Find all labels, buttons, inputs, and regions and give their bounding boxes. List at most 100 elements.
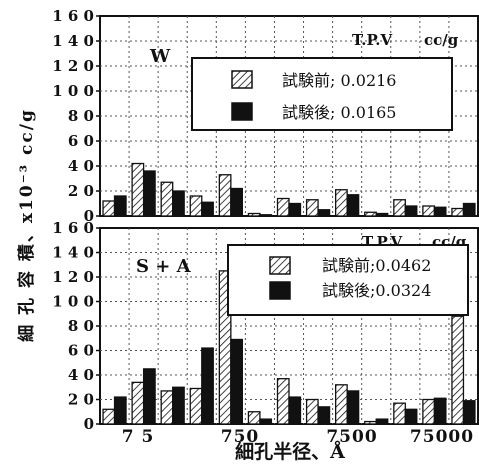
x-axis-label: 細孔半径、Å (235, 440, 345, 463)
bottom-bar-after (172, 386, 185, 425)
bottom-legend: 試験前;0.0462 試験後;0.0324 (227, 244, 469, 316)
bottom-y-tick-label: 1 4 0 (52, 244, 94, 262)
bottom-y-tick-label: 4 0 (68, 366, 94, 384)
top-legend-swatch-after (231, 102, 253, 121)
top-y-tick-label: 2 0 (68, 182, 94, 200)
bottom-y-tick-label: 1 2 0 (52, 268, 94, 286)
bottom-bar-after (462, 400, 476, 425)
bottom-bar-after (288, 396, 302, 425)
bottom-bar-before (305, 398, 319, 425)
top-y-tick-label: 1 6 0 (52, 7, 94, 25)
top-legend-before-value: 0.0216 (341, 71, 397, 90)
x-tick-label: 75000 (410, 427, 474, 447)
top-y-tick-label: 1 4 0 (52, 32, 94, 50)
bottom-legend-before-name: 試験前 (322, 256, 370, 275)
bottom-legend-after-value: 0.0324 (375, 281, 431, 300)
bottom-bar-after (317, 406, 331, 425)
top-y-tick-label: 1 0 0 (52, 82, 94, 100)
top-bar-before (102, 200, 116, 217)
bottom-legend-before-value: 0.0462 (375, 256, 431, 275)
top-bar-before (189, 195, 203, 217)
top-bar-before (335, 189, 348, 217)
bottom-bar-after (201, 347, 214, 425)
bottom-bar-before (393, 402, 406, 425)
top-bar-after (230, 187, 243, 217)
top-legend-swatch-before (231, 70, 253, 89)
svg-text:試験前;0.0462: 試験前;0.0462 (322, 256, 431, 275)
top-bar-before (422, 205, 436, 217)
top-bar-after (375, 212, 389, 217)
svg-text:試験前; 0.0216: 試験前; 0.0216 (282, 71, 396, 90)
bottom-legend-after-name: 試験後 (322, 281, 370, 300)
x-tick-label: 7 5 (122, 427, 155, 447)
top-panel-bars (102, 162, 476, 217)
bottom-bar-after (142, 368, 156, 425)
top-legend-after-value: 0.0165 (341, 103, 397, 122)
bottom-bar-after (433, 397, 447, 425)
top-bar-after (259, 214, 273, 217)
svg-text:試験後; 0.0165: 試験後; 0.0165 (282, 103, 396, 122)
top-bar-before (305, 199, 319, 217)
top-y-tick-label: 1 2 0 (52, 57, 94, 75)
x-tick-labels: 7 5 750 7500 75000 (122, 427, 474, 447)
bottom-legend-swatch-after (269, 281, 291, 300)
bottom-bar-before (451, 315, 465, 425)
top-legend-before-name: 試験前 (282, 71, 330, 90)
bottom-bar-after (113, 396, 127, 425)
x-tick-label: 7500 (326, 427, 377, 447)
bottom-bar-after (346, 390, 360, 425)
bottom-bar-after (404, 408, 418, 425)
bottom-y-tick-label: 8 0 (68, 317, 94, 335)
top-y-tick-label: 0 (84, 207, 94, 225)
top-y-tick-label: 6 0 (68, 132, 94, 150)
top-bar-before (364, 211, 377, 217)
top-bar-after (346, 194, 360, 217)
top-panel-y-ticks: 0 2 0 4 0 6 0 8 0 1 0 0 1 2 0 1 4 0 1 6 0 (52, 7, 100, 225)
bottom-bar-before (131, 381, 145, 425)
bottom-panel-bars (102, 270, 476, 425)
top-bar-before (451, 207, 465, 217)
bottom-y-tick-label: 1 6 0 (52, 219, 94, 237)
top-bar-after (172, 190, 185, 217)
bottom-bar-before (276, 378, 290, 425)
x-tick-label: 750 (221, 427, 260, 447)
bottom-y-tick-label: 6 0 (68, 342, 94, 360)
top-bar-after (404, 205, 418, 217)
bottom-y-tick-label: 0 (84, 415, 94, 433)
top-bar-after (462, 202, 476, 217)
bottom-panel-y-ticks: 0 2 0 4 0 6 0 8 0 1 0 0 1 2 0 1 4 0 1 6 0 (52, 219, 100, 433)
y-axis-label: 細 孔 容 積、x10⁻³ cc/g (16, 108, 37, 342)
top-bar-before (276, 197, 290, 217)
bottom-panel-label: S + A (136, 256, 192, 277)
top-y-tick-label: 4 0 (68, 157, 94, 175)
top-bar-after (113, 195, 127, 217)
bottom-bar-before (160, 390, 174, 425)
top-tpv-label: T.P.V (352, 31, 392, 49)
top-bar-after (288, 202, 302, 217)
bottom-bar-before (102, 408, 116, 425)
bottom-bar-before (422, 398, 436, 425)
bottom-legend-swatch-before (269, 256, 291, 275)
top-bar-after (201, 201, 214, 217)
bottom-bar-after (375, 418, 389, 425)
top-bar-before (393, 199, 406, 217)
bottom-bar-before (247, 411, 261, 425)
top-bar-after (433, 206, 447, 217)
top-legend: 試験前; 0.0216 試験後; 0.0165 (191, 57, 453, 131)
top-bar-before (160, 181, 174, 217)
top-tpv-unit: cc/g (424, 31, 459, 49)
top-y-tick-label: 8 0 (68, 107, 94, 125)
top-bar-before (218, 174, 232, 217)
top-bar-before (247, 212, 261, 217)
bottom-bar-before (189, 387, 203, 425)
bottom-y-tick-label: 2 0 (68, 391, 94, 409)
top-bar-before (131, 162, 145, 217)
bottom-bar-after (259, 418, 273, 425)
bottom-bar-before (335, 384, 348, 425)
bottom-bar-after (230, 338, 243, 425)
bottom-y-tick-label: 1 0 0 (52, 293, 94, 311)
top-legend-after-name: 試験後 (282, 103, 330, 122)
top-bar-after (317, 209, 331, 217)
bottom-bar-before (364, 420, 377, 425)
